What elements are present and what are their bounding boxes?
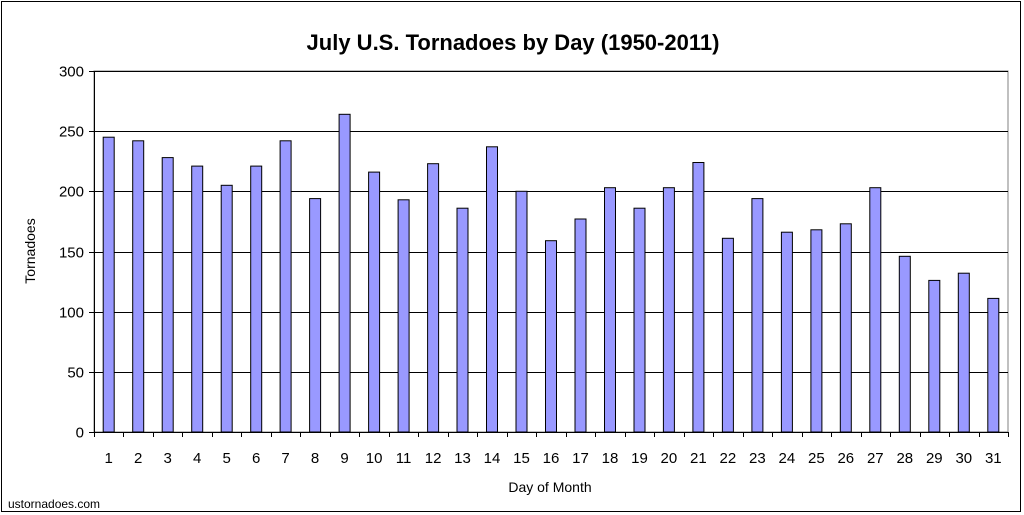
- x-tick-label: 28: [896, 450, 913, 467]
- bar: [132, 140, 145, 433]
- y-tick-label: 150: [59, 245, 84, 262]
- source-credit: ustornadoes.com: [8, 497, 100, 511]
- bar: [102, 136, 115, 433]
- bar: [220, 184, 233, 433]
- bar: [604, 187, 616, 433]
- y-tick-label: 0: [76, 425, 84, 442]
- bar: [898, 255, 911, 433]
- y-tick-label: 200: [59, 184, 84, 201]
- x-tick-label: 26: [837, 450, 854, 467]
- x-tick-label: 1: [105, 450, 113, 467]
- x-tick-label: 6: [252, 450, 260, 467]
- x-tick-label: 10: [366, 450, 383, 467]
- bar: [957, 272, 970, 433]
- y-tick-label: 250: [59, 124, 84, 141]
- x-axis-label: Day of Month: [508, 479, 591, 495]
- bars: [102, 113, 1000, 433]
- y-tick-labels: 0 50 100 150 200 250 300: [59, 64, 84, 442]
- x-tick-label: 9: [340, 450, 348, 467]
- y-tick-label: 300: [59, 64, 84, 81]
- x-tick-label: 27: [867, 450, 884, 467]
- chart-title: July U.S. Tornadoes by Day (1950-2011): [307, 30, 720, 55]
- y-tick-label: 100: [59, 305, 84, 322]
- bar: [279, 140, 292, 433]
- x-tick-label: 18: [602, 450, 619, 467]
- x-tick-label: 16: [543, 450, 560, 467]
- x-tick-label: 12: [425, 450, 442, 467]
- bar: [869, 187, 882, 433]
- x-tick-label: 25: [808, 450, 825, 467]
- bar: [456, 207, 469, 433]
- x-tick-label: 23: [749, 450, 766, 467]
- x-tick-label: 30: [955, 450, 972, 467]
- bar: [928, 279, 941, 433]
- bar: [250, 165, 263, 433]
- y-tick-label: 50: [67, 365, 84, 382]
- bar: [338, 113, 351, 433]
- x-tick-label: 4: [193, 450, 201, 467]
- x-tick-label: 3: [164, 450, 172, 467]
- bar: [427, 163, 440, 433]
- x-tick-label: 31: [985, 450, 1002, 467]
- bar: [810, 229, 823, 433]
- axes: [89, 71, 1009, 437]
- x-tick-label: 15: [513, 450, 530, 467]
- bar: [515, 190, 528, 433]
- x-tick-label: 21: [690, 450, 707, 467]
- x-tick-label: 2: [134, 450, 142, 467]
- bar: [721, 237, 734, 433]
- x-tick-label: 22: [720, 450, 737, 467]
- bar: [780, 231, 793, 433]
- x-tick-label: 8: [311, 450, 319, 467]
- x-tick-label: 13: [454, 450, 471, 467]
- x-tick-label: 11: [396, 450, 412, 467]
- bar: [839, 223, 852, 433]
- bar: [751, 198, 764, 433]
- bar: [662, 187, 675, 433]
- bar: [397, 199, 410, 433]
- x-tick-label: 7: [281, 450, 289, 467]
- x-tick-label: 5: [223, 450, 231, 467]
- bar: [574, 218, 587, 433]
- bar: [191, 165, 204, 433]
- bar: [161, 157, 174, 433]
- x-tick-label: 29: [926, 450, 943, 467]
- x-tick-label: 19: [631, 450, 648, 467]
- x-tick-labels: 1 2 3 4 5 6 7 8 9 10 11 12 13 14 15 16 17 18 19 20 21 22 23 24 2…: [105, 450, 1002, 467]
- x-tick-label: 17: [572, 450, 589, 467]
- x-tick-label: 14: [484, 450, 501, 467]
- bar: [545, 240, 557, 433]
- bar: [486, 146, 498, 433]
- y-axis-label: Tornadoes: [22, 218, 38, 283]
- bar: [692, 162, 705, 433]
- bar: [987, 297, 1000, 433]
- bar: [309, 198, 322, 433]
- x-tick-label: 20: [661, 450, 678, 467]
- bar: [368, 171, 381, 433]
- bar: [633, 207, 646, 433]
- x-tick-label: 24: [779, 450, 796, 467]
